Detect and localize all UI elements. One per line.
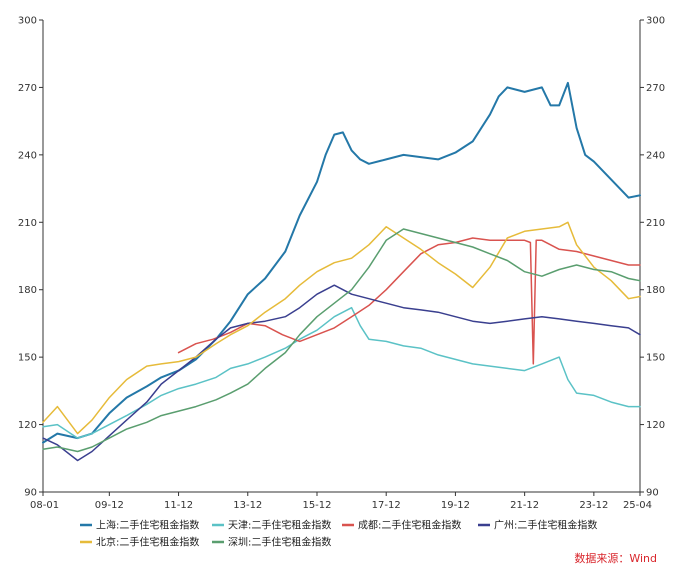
legend-entry-label: 天津:二手住宅租金指数 [228,519,331,532]
series-line-3 [177,237,641,365]
x-tick-label: 15-12 [302,500,331,511]
y-tick-label-left: 240 [18,150,37,161]
series-line-4 [42,284,641,462]
y-tick-label-right: 90 [646,488,659,499]
series-line-5 [42,221,641,435]
y-tick-label-left: 120 [18,420,37,431]
y-tick-label-right: 120 [646,420,665,431]
y-tick-label-left: 180 [18,285,37,296]
x-tick-label: 09-12 [95,500,124,511]
legend-entry-label: 上海:二手住宅租金指数 [96,519,199,532]
series-layer [42,81,641,462]
x-tick-label: 21-12 [510,500,539,511]
y-tick-label-left: 90 [24,488,37,499]
x-tick-label: 25-04 [623,500,652,511]
y-tick-label-right: 270 [646,83,665,94]
x-tick-label: 08-01 [30,500,59,511]
legend-entry-label: 成都:二手住宅租金指数 [358,519,461,532]
y-tick-label-left: 270 [18,83,37,94]
legend: 上海:二手住宅租金指数 天津:二手住宅租金指数 成都:二手住宅租金指数 广州:二手住宅… [80,519,597,549]
legend-entry-label: 深圳:二手住宅租金指数 [228,536,331,549]
x-tick-label: 23-12 [579,500,608,511]
axes-layer: 90 90 120 120 150 150 180 180 210 210 240 240 270 270… [18,16,665,512]
series-line-2 [42,306,641,439]
series-line-1 [42,81,641,444]
source-label: 数据来源：Wind [574,551,657,565]
x-tick-label: 19-12 [441,500,470,511]
y-tick-label-left: 210 [18,218,37,229]
legend-entry-label: 广州:二手住宅租金指数 [494,519,597,532]
y-tick-label-right: 240 [646,150,665,161]
x-tick-label: 13-12 [233,500,262,511]
y-tick-label-right: 300 [646,16,665,27]
legend-entry-label: 北京:二手住宅租金指数 [96,536,199,549]
x-tick-label: 17-12 [372,500,401,511]
x-tick-label: 11-12 [164,500,193,511]
series-line-6 [42,228,641,453]
y-tick-label-right: 180 [646,285,665,296]
y-tick-label-left: 300 [18,16,37,27]
y-tick-label-right: 210 [646,218,665,229]
y-tick-label-left: 150 [18,353,37,364]
y-tick-label-right: 150 [646,353,665,364]
